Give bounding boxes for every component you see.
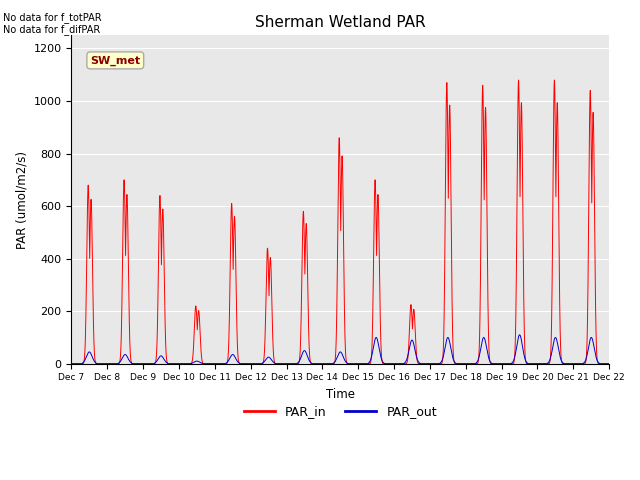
Title: Sherman Wetland PAR: Sherman Wetland PAR — [255, 15, 426, 30]
Text: SW_met: SW_met — [90, 55, 140, 65]
X-axis label: Time: Time — [326, 388, 355, 401]
Text: No data for f_totPAR
No data for f_difPAR: No data for f_totPAR No data for f_difPA… — [3, 12, 102, 36]
Legend: PAR_in, PAR_out: PAR_in, PAR_out — [239, 400, 442, 423]
Y-axis label: PAR (umol/m2/s): PAR (umol/m2/s) — [15, 151, 28, 249]
